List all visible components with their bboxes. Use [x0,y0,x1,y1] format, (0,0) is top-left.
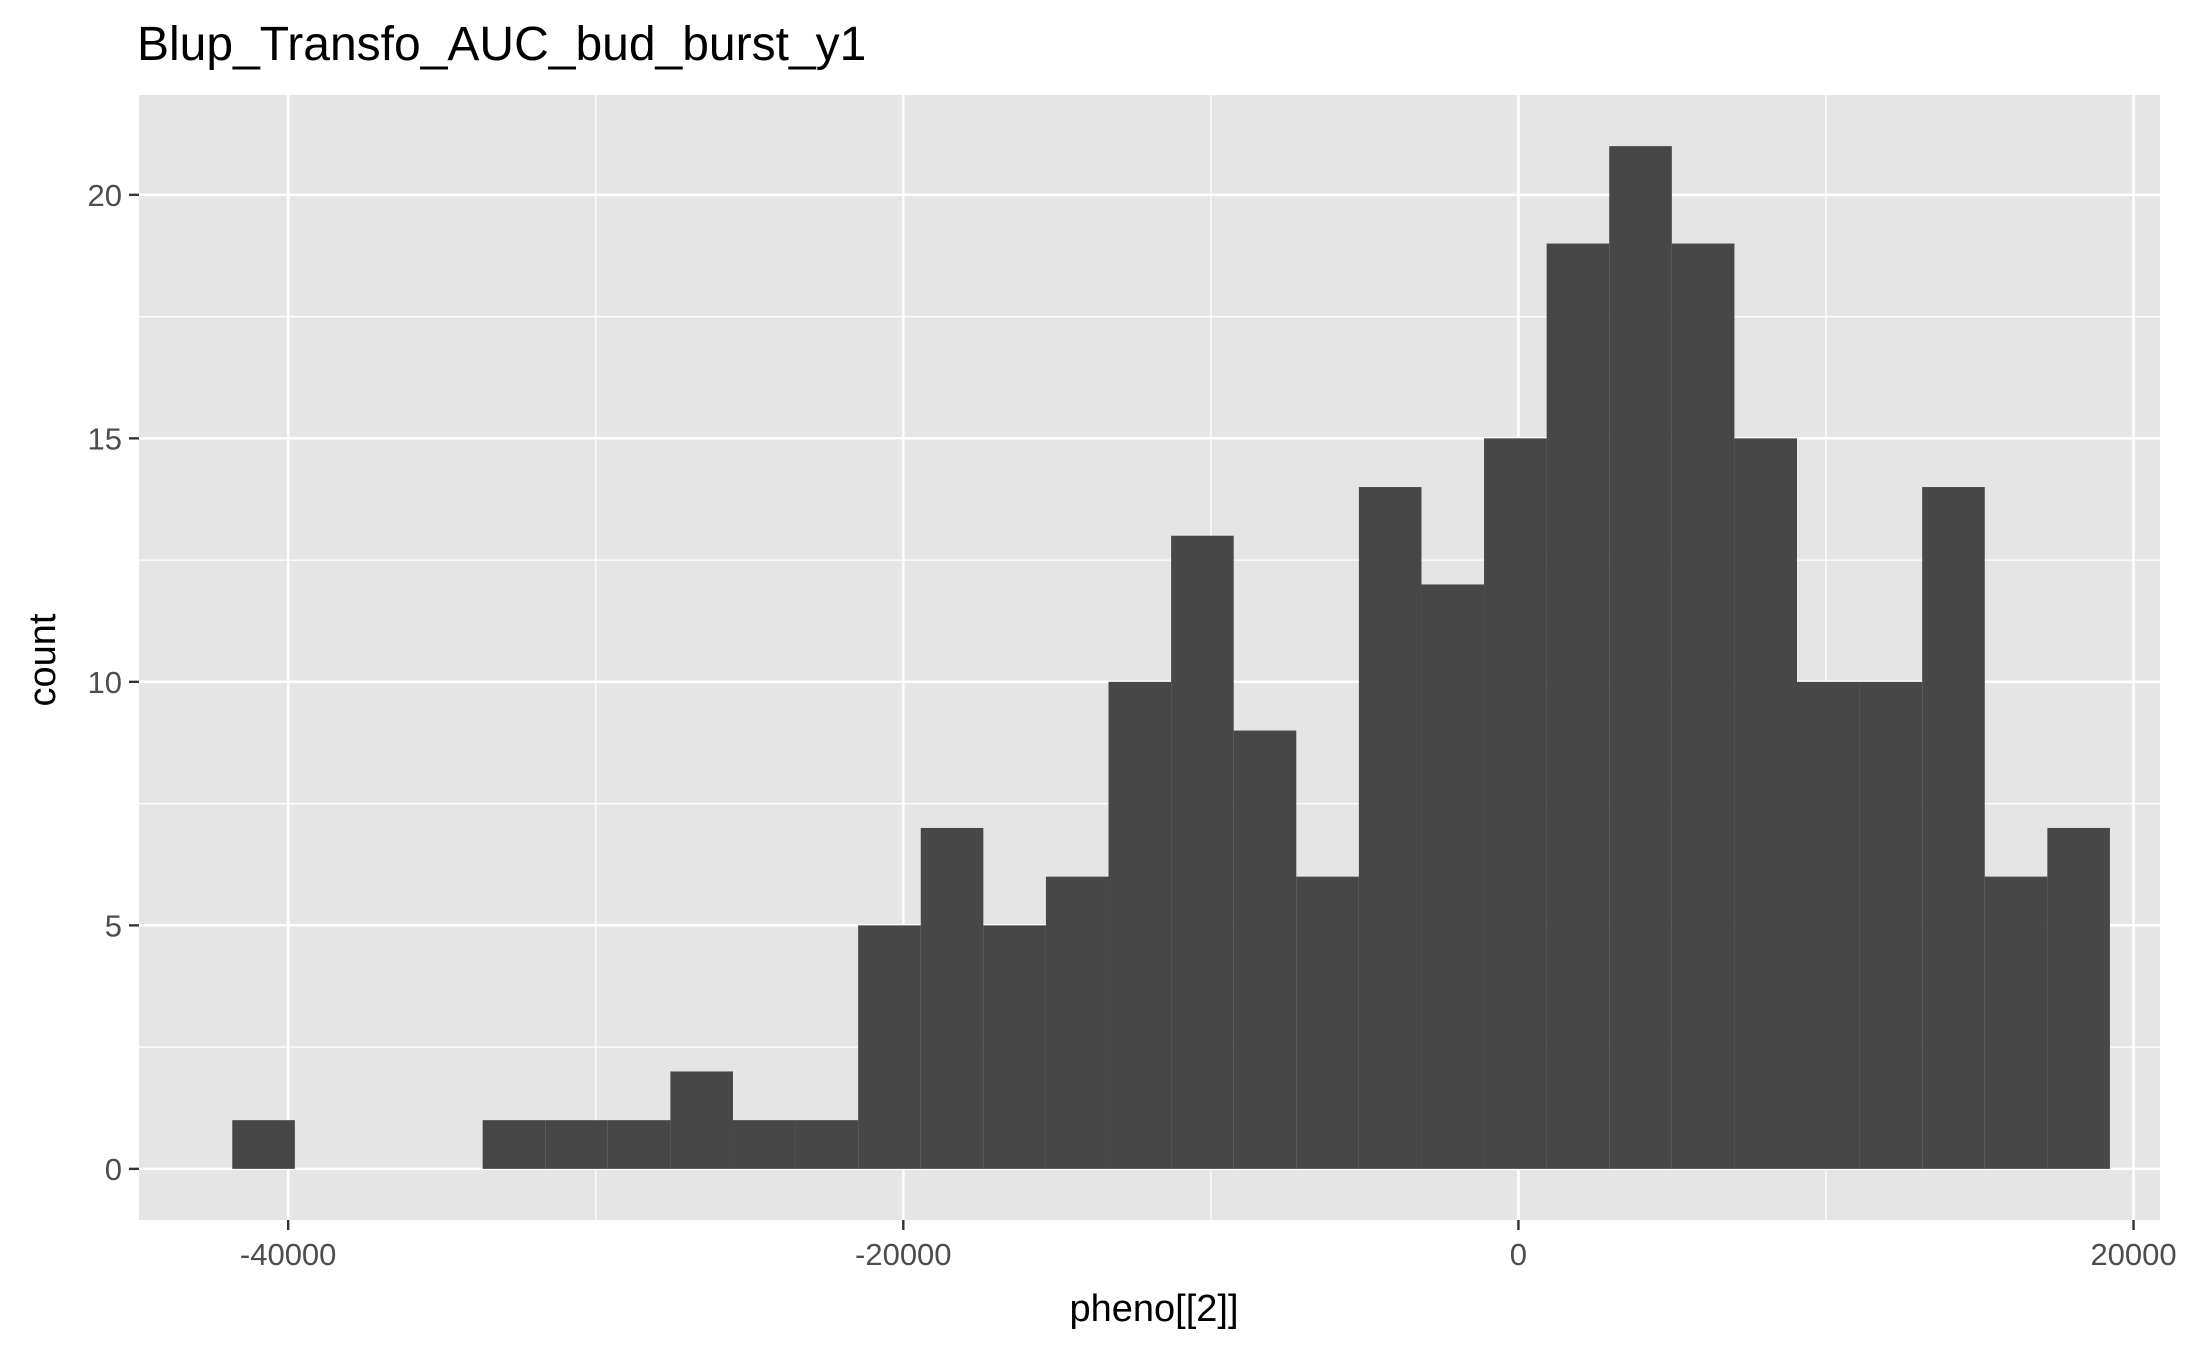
histogram-bar [1233,730,1297,1169]
x-tick-label: 0 [1510,1237,1527,1272]
histogram-bar [482,1120,546,1169]
y-axis-title: count [22,613,64,706]
histogram-bar [1484,438,1547,1169]
plot-panel [139,95,2160,1220]
histogram-bar [1671,243,1735,1169]
histogram-bar [2047,827,2110,1169]
histogram-bar [545,1120,608,1169]
x-axis: -40000 -20000 0 20000 [240,1220,2177,1272]
histogram-bar [1296,876,1359,1169]
histogram-bar [1108,681,1172,1169]
y-tick-label: 20 [88,178,122,213]
histogram-bar [670,1071,733,1169]
x-tick-label: -40000 [240,1237,337,1272]
histogram-bar [1546,243,1610,1169]
histogram-bar [1358,487,1422,1169]
histogram-bar [920,827,984,1169]
histogram-bar [232,1120,295,1169]
x-axis-title: pheno[[2]] [1069,1288,1238,1330]
histogram-bar [1171,535,1234,1169]
x-tick-label: -20000 [855,1237,952,1272]
histogram-bar [1045,876,1109,1169]
histogram-bar [1421,584,1485,1169]
histogram-bar [983,925,1046,1169]
histogram-bar [732,1120,796,1169]
histogram-bar [1796,681,1860,1169]
y-tick-label: 5 [105,908,122,943]
y-tick-label: 15 [88,421,122,456]
y-tick-label: 0 [105,1152,122,1187]
histogram-bar [1922,487,1985,1169]
x-tick-label: 20000 [2090,1237,2176,1272]
y-tick-label: 10 [88,665,122,700]
histogram-bars [232,146,2110,1169]
histogram-bar [1984,876,2048,1169]
chart-title: Blup_Transfo_AUC_bud_burst_y1 [137,18,866,71]
histogram-bar [1734,438,1797,1169]
histogram-bar [607,1120,671,1169]
histogram-bar [1859,681,1923,1169]
histogram-bar [1609,146,1672,1169]
histogram-bar [795,1120,859,1169]
y-axis: 0 5 10 15 20 [88,178,139,1187]
histogram-bar [858,925,921,1169]
